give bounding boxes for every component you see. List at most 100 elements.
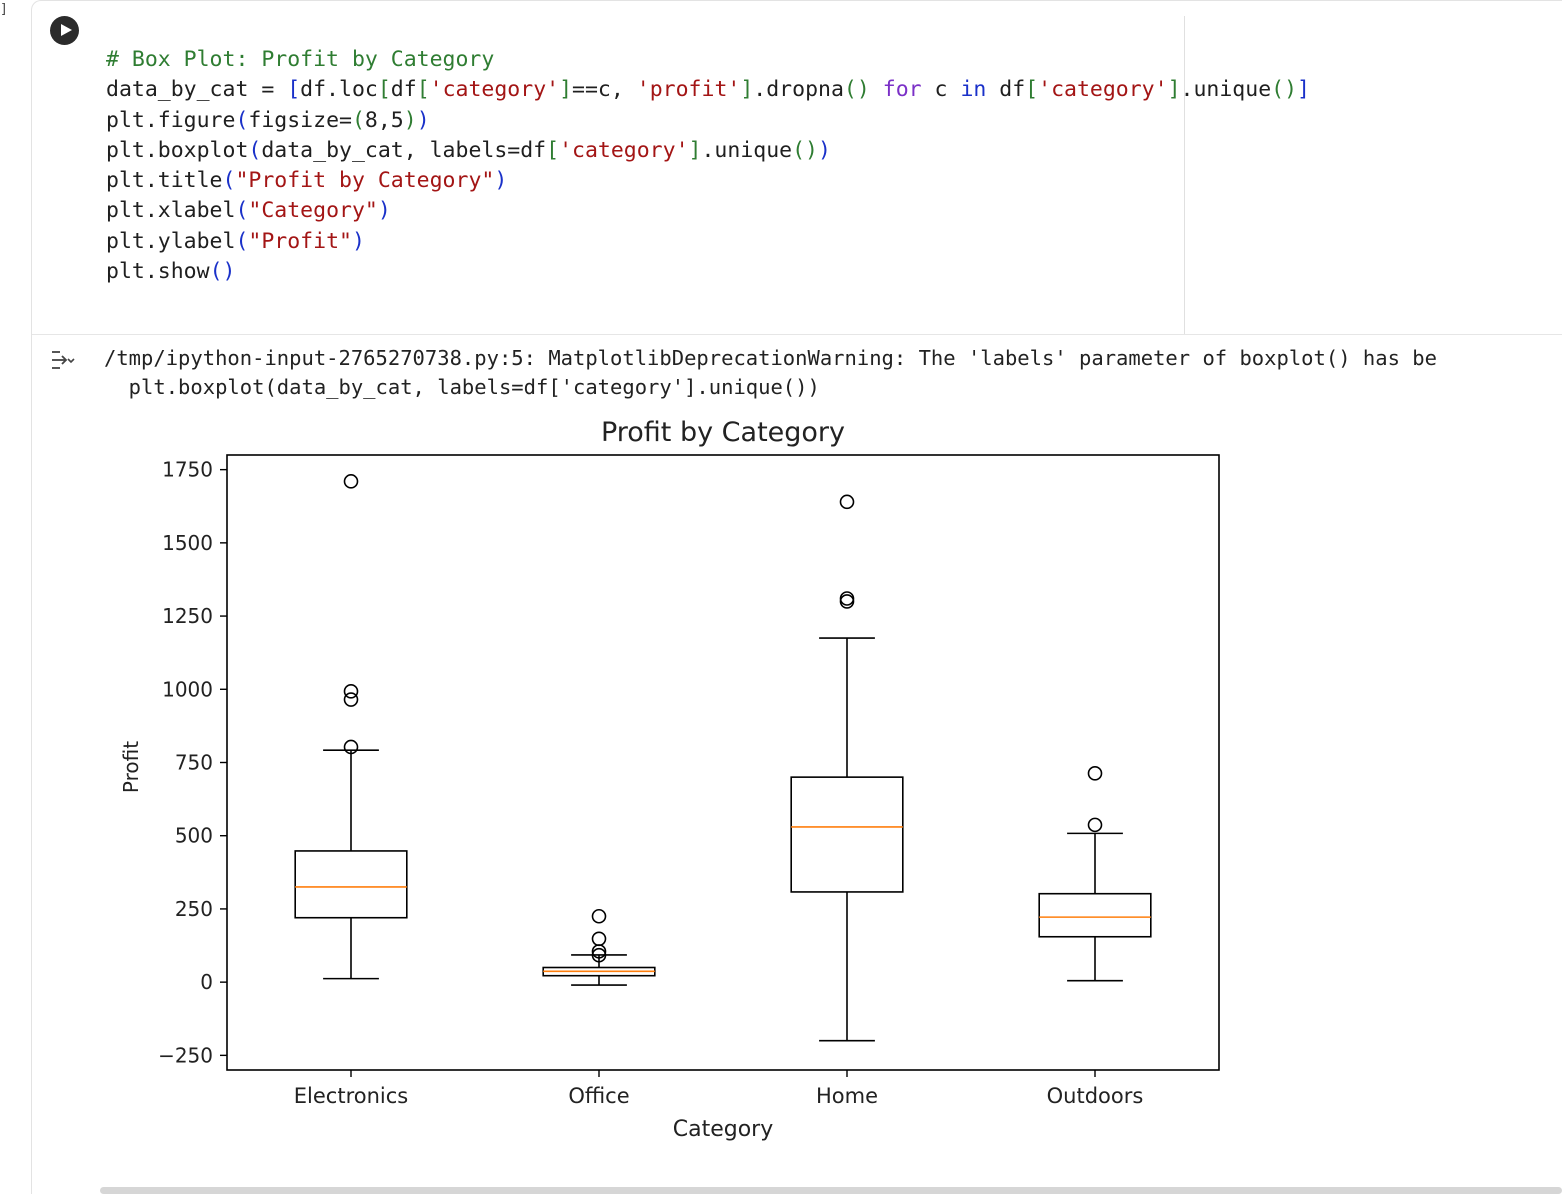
- x-tick-label: Electronics: [294, 1084, 408, 1108]
- box-electronics: [294, 474, 408, 980]
- outlier-point: [591, 931, 607, 947]
- output-separator: [32, 334, 1562, 335]
- code-line: plt.xlabel("Category"): [106, 198, 391, 223]
- outlier-point: [591, 947, 607, 963]
- outlier-point: [839, 494, 855, 510]
- code-token: df: [390, 77, 417, 103]
- code-token: "Category": [248, 198, 378, 224]
- code-token: plt.ylabel: [106, 228, 236, 254]
- code-token: [: [546, 137, 560, 163]
- code-token: ]: [688, 137, 702, 163]
- y-tick-label: 0: [200, 970, 213, 994]
- x-tick-label: Outdoors: [1047, 1084, 1144, 1108]
- code-token: (): [1271, 77, 1298, 103]
- y-tick-label: 1500: [162, 531, 213, 555]
- code-token: 'category': [429, 77, 560, 103]
- iqr-box: [790, 776, 904, 893]
- code-token: ]: [1167, 77, 1181, 103]
- code-line: plt.show(): [106, 259, 235, 284]
- code-line: # Box Plot: Profit by Category: [106, 47, 494, 72]
- code-line: plt.figure(figsize=(8,5)): [106, 108, 430, 133]
- iqr-box: [294, 850, 408, 919]
- warning-line: /tmp/ipython-input-2765270738.py:5: Matp…: [104, 346, 1437, 370]
- x-tick-label: Office: [568, 1084, 629, 1108]
- box-plot-figure: −250 0 250 500 750 1000 1250 1500 1750 Electronic…: [119, 417, 1220, 1142]
- code-token: 'profit': [636, 77, 741, 103]
- outlier-point: [343, 684, 359, 699]
- code-token: .unique: [701, 137, 793, 163]
- plot-area-frame: [226, 454, 1220, 1071]
- code-line: plt.title("Profit by Category"): [106, 168, 507, 193]
- code-token: data_by_cat =: [106, 77, 288, 103]
- code-token: ): [494, 168, 508, 194]
- code-token: "Profit by Category": [235, 168, 495, 194]
- code-token: (: [248, 137, 262, 163]
- code-token: (: [235, 107, 249, 133]
- code-token: figsize=: [248, 107, 352, 133]
- code-token: ]: [1297, 77, 1310, 103]
- code-token: (: [235, 228, 249, 254]
- outlier-point: [1087, 766, 1103, 781]
- horizontal-scrollbar[interactable]: [100, 1187, 1562, 1194]
- y-axis-label: Profit: [119, 741, 143, 793]
- x-axis-label: Category: [673, 1117, 774, 1142]
- code-token: df.loc: [300, 77, 378, 103]
- y-tick-label: 1250: [162, 604, 213, 628]
- code-token: # Box Plot: Profit by Category: [106, 47, 495, 72]
- outlier-point: [343, 474, 359, 489]
- outlier-point: [839, 591, 855, 606]
- y-tick-label: −250: [158, 1043, 213, 1067]
- code-token: 'category': [1038, 77, 1168, 103]
- code-token: ]: [740, 77, 754, 103]
- code-token: (: [222, 168, 236, 194]
- code-token: (): [843, 77, 870, 103]
- code-cell: [31, 0, 1562, 1194]
- outlier-point: [839, 594, 855, 609]
- y-tick-label: 250: [175, 897, 213, 921]
- code-token: [870, 77, 883, 102]
- code-token: in: [960, 77, 987, 103]
- code-token: (: [235, 198, 249, 224]
- code-token: df: [986, 77, 1026, 103]
- code-token: "Profit": [248, 228, 352, 254]
- outlier-point: [343, 739, 359, 755]
- chart-title: Profit by Category: [601, 417, 845, 448]
- box-office: [542, 908, 656, 986]
- code-token: for: [882, 77, 922, 103]
- code-token: (: [351, 107, 365, 133]
- code-editor[interactable]: # Box Plot: Profit by Category data_by_c…: [106, 45, 1310, 333]
- warning-output: /tmp/ipython-input-2765270738.py:5: Matp…: [104, 344, 1562, 402]
- code-token: [: [416, 77, 430, 103]
- code-token: .dropna: [753, 77, 844, 103]
- code-line: data_by_cat = [df.loc[df['category']==c,…: [106, 77, 1310, 102]
- cell-execution-marker: ]: [0, 2, 8, 17]
- code-token: [: [1025, 77, 1039, 103]
- y-tick-label: 500: [175, 824, 213, 848]
- box-outdoors: [1038, 766, 1152, 982]
- code-token: plt.figure: [106, 107, 236, 133]
- box-home: [790, 494, 904, 1042]
- code-token: ): [351, 228, 365, 254]
- code-token: [: [377, 77, 391, 103]
- code-token: ): [403, 107, 417, 133]
- outlier-point: [591, 908, 607, 924]
- code-token: (): [792, 137, 818, 163]
- code-token: c: [921, 77, 961, 103]
- code-token: ): [377, 198, 391, 224]
- code-token: 'category': [559, 137, 689, 163]
- y-tick-label: 1750: [162, 458, 213, 482]
- code-token: ): [817, 137, 831, 163]
- code-token: ): [416, 107, 430, 133]
- code-token: [: [287, 77, 301, 103]
- y-tick-label: 750: [175, 751, 213, 775]
- outlier-point: [1087, 817, 1103, 833]
- output-collapse-icon[interactable]: [48, 346, 76, 374]
- run-cell-button[interactable]: [50, 16, 79, 45]
- code-token: plt.title: [106, 168, 223, 194]
- code-token: plt.show: [106, 259, 210, 285]
- code-token: ==c,: [572, 77, 637, 103]
- code-token: plt.boxplot: [106, 137, 249, 163]
- y-tick-label: 1000: [162, 677, 213, 701]
- code-line: plt.boxplot(data_by_cat, labels=df['cate…: [106, 138, 831, 163]
- outlier-point: [343, 692, 359, 707]
